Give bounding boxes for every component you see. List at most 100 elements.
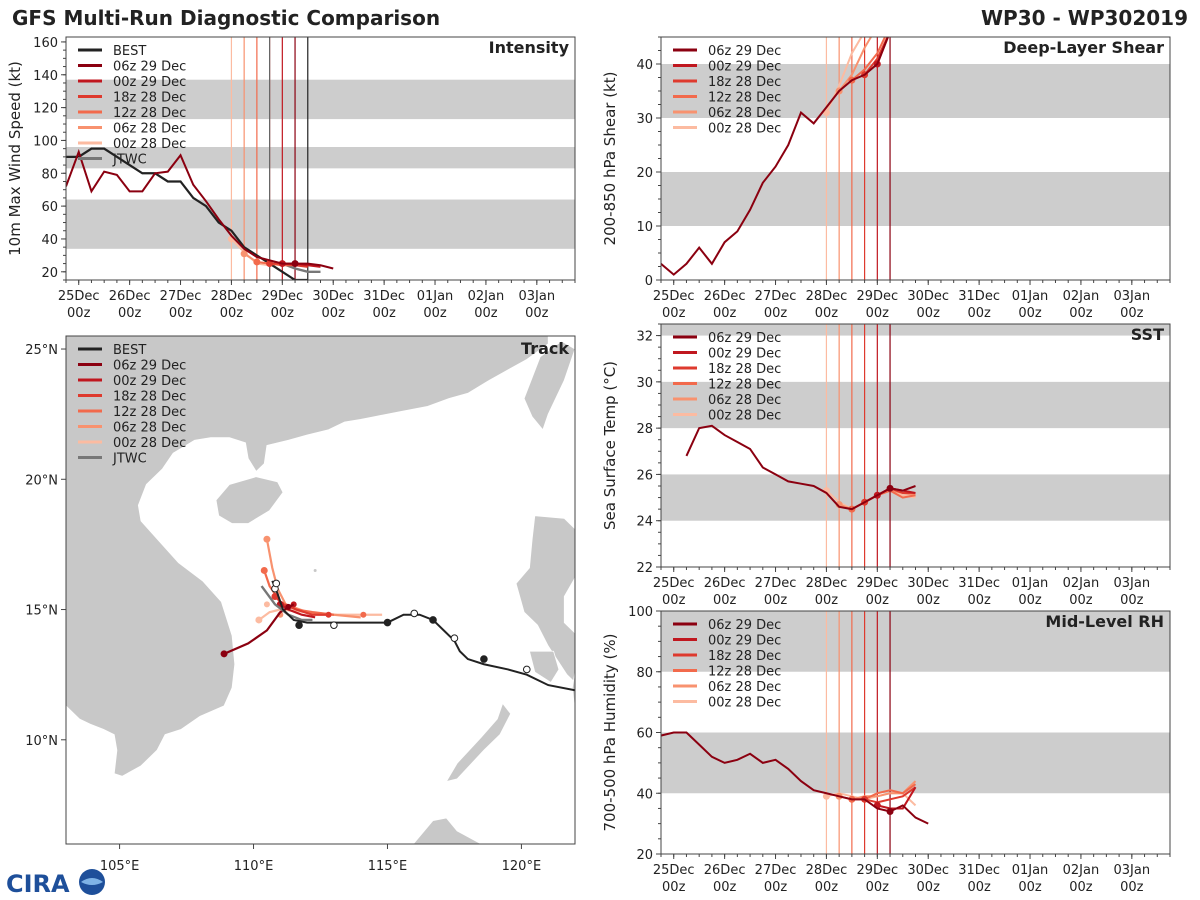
- intensity-legend-label: JTWC: [112, 153, 147, 168]
- track-plot-area: [66, 336, 575, 844]
- sst-xtick-date: 03Jan: [1114, 576, 1151, 591]
- shear-xtick-date: 01Jan: [1012, 289, 1049, 304]
- sst-series-line: [685, 424, 916, 511]
- intensity-xtick-hour: 00z: [322, 306, 346, 321]
- shear-xtick-date: 29Dec: [856, 289, 898, 304]
- rh-xtick-date: 28Dec: [806, 863, 848, 878]
- track-ytick-label: 20°N: [25, 473, 58, 488]
- track-chart: 105°E 110°E 115°E 120°E 10°N 15°N 20°N 25°N Trac…: [25, 335, 576, 874]
- intensity-series-line: [66, 148, 334, 270]
- intensity-xtick-hour: 00z: [423, 306, 447, 321]
- shear-series-line: [661, 37, 890, 276]
- rh-legend-label: 00z 29 Dec: [708, 634, 781, 649]
- shear-xtick-date: 03Jan: [1114, 289, 1151, 304]
- rh-ytick-label: 80: [636, 666, 653, 681]
- track-ytick-label: 15°N: [25, 604, 58, 619]
- land-hainan: [215, 476, 284, 524]
- intensity-xtick-hour: 00z: [118, 306, 142, 321]
- rh-xtick-date: 26Dec: [704, 863, 746, 878]
- track-run-line: [279, 603, 316, 619]
- shear-xtick-date: 25Dec: [653, 289, 695, 304]
- rh-xtick-hour: 00z: [1120, 880, 1144, 895]
- track-legend-label: 06z 29 Dec: [113, 359, 186, 374]
- rh-xtick-hour: 00z: [662, 880, 686, 895]
- intensity-xtick-date: 03Jan: [519, 289, 556, 304]
- shear-legend-label: 18z 28 Dec: [708, 75, 781, 90]
- shear-xtick-hour: 00z: [764, 306, 788, 321]
- intensity-xtick-date: 28Dec: [211, 289, 253, 304]
- sst-xtick-hour: 00z: [917, 593, 941, 608]
- shear-xtick-date: 30Dec: [907, 289, 949, 304]
- rh-legend-label: 18z 28 Dec: [708, 649, 781, 664]
- sst-legend-label: 18z 28 Dec: [708, 362, 781, 377]
- shear-xtick-hour: 00z: [713, 306, 737, 321]
- shear-plot-area: [661, 37, 1170, 280]
- shear-legend-label: 12z 28 Dec: [708, 91, 781, 106]
- shear-xtick-date: 28Dec: [806, 289, 848, 304]
- shear-xtick-hour: 00z: [662, 306, 686, 321]
- track-xtick-label: 115°E: [368, 859, 408, 874]
- intensity-band: [66, 147, 575, 169]
- track-xtick-label: 105°E: [100, 859, 140, 874]
- sst-xtick-date: 01Jan: [1012, 576, 1049, 591]
- intensity-xtick-date: 31Dec: [363, 289, 405, 304]
- sst-ytick-label: 26: [636, 468, 653, 483]
- intensity-ytick-label: 100: [33, 134, 58, 149]
- land-mainland: [66, 336, 549, 777]
- track-best-marker-12z: [522, 665, 531, 674]
- intensity-ytick-label: 160: [33, 36, 58, 51]
- track-legend-label: 00z 29 Dec: [113, 374, 186, 389]
- sst-xtick-date: 27Dec: [755, 576, 797, 591]
- intensity-plot-area: [66, 37, 575, 280]
- intensity-xtick-hour: 00z: [271, 306, 295, 321]
- track-run-end-marker: [220, 650, 228, 658]
- shear-xtick-hour: 00z: [1018, 306, 1042, 321]
- track-run-marker: [360, 611, 367, 618]
- rh-series-line: [864, 786, 917, 804]
- intensity-xtick-date: 29Dec: [261, 289, 303, 304]
- sst-xtick-date: 29Dec: [856, 576, 898, 591]
- sst-xtick-hour: 00z: [713, 593, 737, 608]
- intensity-series-init-marker: [266, 260, 274, 268]
- sst-xtick-date: 28Dec: [806, 576, 848, 591]
- intensity-title: Intensity: [489, 38, 570, 57]
- sst-legend-label: 12z 28 Dec: [708, 378, 781, 393]
- intensity-chart: 20 40 60 80 100 120 140 160 25Dec 00z 26Dec 00z 27De…: [6, 36, 576, 321]
- rh-ytick-label: 100: [628, 605, 653, 620]
- sst-band: [661, 381, 1170, 429]
- sst-xtick-hour: 00z: [967, 593, 991, 608]
- track-legend-label: BEST: [113, 343, 146, 358]
- rh-xtick-hour: 00z: [713, 880, 737, 895]
- rh-series-line: [661, 731, 929, 825]
- intensity-legend-label: 00z 28 Dec: [113, 137, 186, 152]
- intensity-legend-label: 06z 29 Dec: [113, 60, 186, 75]
- rh-legend-label: 06z 28 Dec: [708, 680, 781, 695]
- sst-ytick-label: 22: [636, 561, 653, 576]
- sst-legend-label: 00z 29 Dec: [708, 347, 781, 362]
- intensity-xtick-date: 30Dec: [312, 289, 354, 304]
- rh-xtick-date: 27Dec: [755, 863, 797, 878]
- rh-plot-area: [661, 611, 1170, 854]
- shear-xtick-date: 26Dec: [704, 289, 746, 304]
- rh-xtick-date: 01Jan: [1012, 863, 1049, 878]
- intensity-xtick-hour: 00z: [220, 306, 244, 321]
- cira-logo-text: CIRA: [6, 870, 70, 898]
- rh-xtick-date: 30Dec: [907, 863, 949, 878]
- rh-xtick-date: 02Jan: [1063, 863, 1100, 878]
- shear-ylabel: 200-850 hPa Shear (kt): [601, 72, 619, 246]
- shear-series-line: [838, 37, 873, 92]
- intensity-legend-label: 18z 28 Dec: [113, 91, 186, 106]
- track-best-marker-00z: [480, 655, 488, 663]
- rh-legend-label: 00z 28 Dec: [708, 696, 781, 711]
- sst-legend-label: 00z 28 Dec: [708, 409, 781, 424]
- track-ytick-label: 25°N: [25, 343, 58, 358]
- sst-xtick-hour: 00z: [1120, 593, 1144, 608]
- track-legend-label: 18z 28 Dec: [113, 390, 186, 405]
- intensity-ytick-label: 140: [33, 69, 58, 84]
- intensity-xtick-hour: 00z: [169, 306, 193, 321]
- rh-chart: 20 40 60 80 100 25Dec 00z 26Dec 00z 27Dec 00z 28Dec…: [601, 605, 1171, 895]
- land-taiwan: [523, 340, 575, 431]
- track-best-marker-00z: [383, 618, 392, 627]
- rh-legend-label: 06z 29 Dec: [708, 618, 781, 633]
- sst-band: [661, 324, 1170, 336]
